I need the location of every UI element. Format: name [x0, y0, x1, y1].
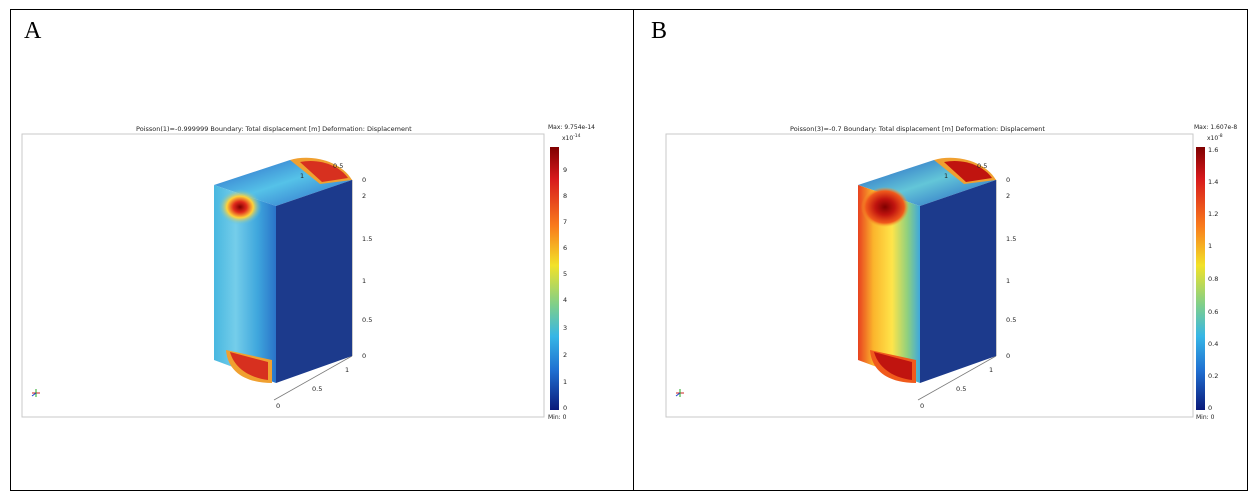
axis-tick: 0.5: [312, 385, 322, 393]
axis-tick: 1: [1006, 277, 1010, 285]
panel-b-exponent: x10-8: [1207, 134, 1223, 142]
panel-a-axis-ticks: 1 0.5 0 2 1.5 1 0.5 0 1 0.5 0: [276, 162, 372, 410]
svg-text:0: 0: [1208, 404, 1212, 412]
svg-text:7: 7: [563, 218, 567, 226]
panel-a-colorbar-ticks: 9 8 7 6 5 4 3 2 1 0: [563, 166, 567, 412]
svg-text:5: 5: [563, 270, 567, 278]
axis-tick: 0.5: [362, 316, 372, 324]
axis-tick: 1: [989, 366, 993, 374]
axis-tick: 0: [920, 402, 924, 410]
panel-b-max-label: Max: 1.607e-8: [1194, 124, 1238, 131]
panel-b-colorbar-ticks: 1.6 1.4 1.2 1 0.8 0.6 0.4 0.2 0: [1208, 146, 1218, 412]
panel-b-colorbar: [1196, 147, 1205, 410]
panel-a-max-label: Max: 9.754e-14: [548, 124, 596, 131]
axis-tick: 0.5: [977, 162, 987, 170]
panel-a-colorbar: [550, 147, 559, 410]
svg-text:0: 0: [563, 404, 567, 412]
axis-tick: 0: [276, 402, 280, 410]
axis-tick: 1.5: [1006, 235, 1016, 243]
panel-b-axis-ticks: 1 0.5 0 2 1.5 1 0.5 0 1 0.5 0: [920, 162, 1016, 410]
axis-tick: 0.5: [1006, 316, 1016, 324]
svg-text:1: 1: [563, 378, 567, 386]
axis-tick: 0: [1006, 352, 1010, 360]
panel-b-min-label: Min: 0: [1196, 414, 1215, 421]
axis-tick: 0.5: [956, 385, 966, 393]
svg-text:0.2: 0.2: [1208, 372, 1218, 380]
axis-tick: 0: [362, 176, 366, 184]
axis-tick: 2: [362, 192, 366, 200]
panel-a-plot-title: Poisson(1)=-0.999999 Boundary: Total dis…: [136, 125, 412, 133]
svg-text:4: 4: [563, 296, 567, 304]
orientation-axes-icon: [31, 389, 40, 397]
axis-tick: 0: [1006, 176, 1010, 184]
svg-text:1.6: 1.6: [1208, 146, 1218, 154]
axis-tick: 1.5: [362, 235, 372, 243]
panel-b-label: B: [651, 18, 668, 44]
axis-tick: 1: [362, 277, 366, 285]
panel-b-plot: 1 0.5 0 2 1.5 1 0.5 0 1 0.5 0 1.6 1.4 1.…: [665, 133, 1218, 418]
axis-tick: 0.5: [333, 162, 343, 170]
svg-text:0.6: 0.6: [1208, 308, 1218, 316]
panel-a-exponent: x10-14: [562, 134, 581, 142]
axis-tick: 1: [300, 172, 304, 180]
panel-a-min-label: Min: 0: [548, 414, 567, 421]
svg-text:1: 1: [1208, 242, 1212, 250]
panel-b-plot-title: Poisson(3)=-0.7 Boundary: Total displace…: [790, 125, 1045, 133]
svg-text:2: 2: [563, 351, 567, 359]
svg-text:9: 9: [563, 166, 567, 174]
panel-a-label: A: [24, 18, 42, 44]
axis-tick: 0: [362, 352, 366, 360]
svg-text:3: 3: [563, 324, 567, 332]
svg-text:1.2: 1.2: [1208, 210, 1218, 218]
panel-a-plot: 1 0.5 0 2 1.5 1 0.5 0 1 0.5 0 9 8 7 6 5 …: [21, 133, 567, 418]
svg-text:1.4: 1.4: [1208, 178, 1218, 186]
orientation-axes-icon: [675, 389, 684, 397]
axis-tick: 2: [1006, 192, 1010, 200]
axis-tick: 1: [944, 172, 948, 180]
axis-tick: 1: [345, 366, 349, 374]
svg-text:6: 6: [563, 244, 567, 252]
svg-text:0.4: 0.4: [1208, 340, 1218, 348]
svg-text:8: 8: [563, 192, 567, 200]
svg-text:0.8: 0.8: [1208, 275, 1218, 283]
